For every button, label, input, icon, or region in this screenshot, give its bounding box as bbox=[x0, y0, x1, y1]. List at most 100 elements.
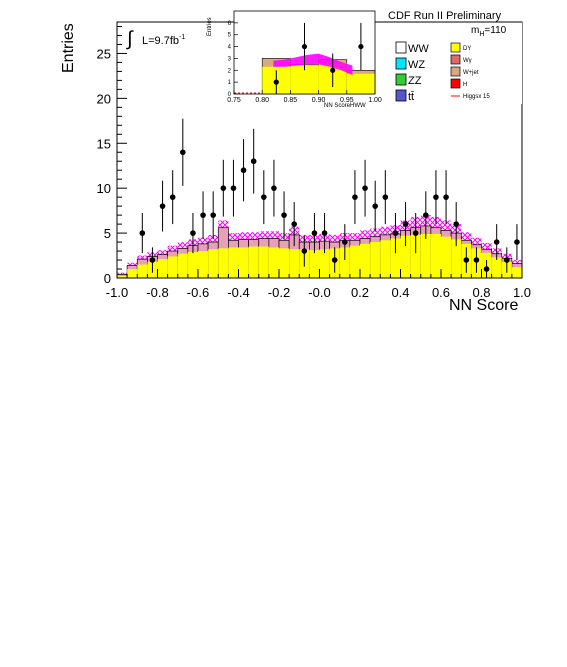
dy-bar bbox=[441, 236, 452, 278]
legend-label: H bbox=[463, 82, 467, 88]
inset-data-point bbox=[330, 67, 336, 73]
legend-swatch bbox=[395, 57, 407, 70]
x-axis-label: NN Score bbox=[449, 297, 518, 314]
main-plot: -1.0 -0.8 -0.6 -0.4 -0.2 -0.0 0.2 0.4 0.6 0.8 1.00… bbox=[97, 21, 531, 300]
inset-y-tick-label: 5 bbox=[228, 33, 232, 39]
data-point bbox=[210, 212, 216, 218]
legend-label: W+jet bbox=[463, 70, 479, 76]
dy-bar bbox=[491, 257, 502, 278]
data-point bbox=[463, 257, 470, 263]
dy-bar bbox=[208, 249, 219, 278]
x-tick-label: -0.6 bbox=[187, 285, 209, 300]
inset-dy-bar bbox=[346, 73, 375, 94]
legend-swatch bbox=[450, 66, 461, 77]
data-point bbox=[200, 212, 206, 218]
data-point bbox=[331, 257, 338, 263]
inset-y-tick-label: 6 bbox=[228, 21, 232, 27]
dy-bar bbox=[177, 253, 188, 278]
dy-bar bbox=[228, 247, 239, 278]
dy-bar bbox=[238, 247, 249, 278]
data-point bbox=[291, 221, 297, 227]
data-point bbox=[250, 158, 257, 165]
y-tick-label: 25 bbox=[97, 46, 111, 61]
inset-x-tick-label: 1.00 bbox=[368, 97, 382, 104]
mass-label: mH=110 bbox=[471, 25, 507, 38]
lumi-label: L=9.7fb-1 bbox=[142, 34, 185, 47]
dy-bar bbox=[380, 240, 391, 278]
legend-label: tt̄ bbox=[408, 91, 414, 103]
data-point bbox=[230, 185, 237, 191]
dy-bar bbox=[410, 234, 421, 278]
dy-bar bbox=[117, 276, 128, 278]
legend-swatch bbox=[450, 54, 461, 65]
legend-swatch bbox=[450, 42, 461, 53]
chart-header: CDF Run II Preliminary bbox=[388, 10, 502, 22]
dy-bar bbox=[218, 248, 229, 278]
dy-bar bbox=[157, 259, 168, 278]
data-point bbox=[372, 203, 378, 209]
legend-label: Wγ bbox=[463, 58, 472, 64]
legend-swatch bbox=[395, 73, 407, 86]
data-point bbox=[342, 239, 348, 245]
inset-y-axis-label: Entries bbox=[207, 17, 213, 36]
legend-label: ZZ bbox=[408, 75, 422, 87]
dy-bar bbox=[370, 242, 381, 278]
x-tick-label: 0.4 bbox=[391, 285, 409, 300]
x-tick-label: 0.6 bbox=[432, 285, 450, 300]
data-point bbox=[504, 257, 510, 263]
inset-data-point bbox=[358, 43, 364, 50]
data-point bbox=[180, 149, 186, 156]
dy-bar bbox=[451, 239, 462, 278]
dy-bar bbox=[258, 246, 269, 278]
y-axis-label: Entries bbox=[60, 23, 77, 73]
data-point bbox=[453, 221, 459, 227]
data-point bbox=[362, 185, 368, 191]
inset-x-tick-label: 0.85 bbox=[284, 97, 298, 104]
inset-data-point bbox=[301, 43, 308, 50]
dy-bar bbox=[198, 251, 209, 278]
y-tick-label: 0 bbox=[104, 271, 111, 286]
data-point bbox=[301, 248, 308, 254]
data-point bbox=[514, 239, 520, 245]
dy-bar bbox=[167, 256, 178, 278]
data-point bbox=[220, 185, 227, 191]
inset-y-tick-label: 0 bbox=[228, 92, 232, 98]
data-point bbox=[483, 266, 490, 272]
data-point bbox=[423, 212, 429, 218]
legend: WW WZ ZZ tt̄ DY Wγ W+jet H Higgsx 15 bbox=[389, 21, 522, 104]
legend-label: WW bbox=[408, 43, 429, 55]
legend-swatch bbox=[450, 78, 461, 89]
inset-data-point bbox=[273, 79, 279, 85]
data-point bbox=[139, 230, 146, 236]
legend-label: DY bbox=[463, 46, 471, 52]
y-tick-label: 10 bbox=[97, 181, 111, 196]
legend-label: Higgsx 15 bbox=[463, 94, 490, 100]
data-point bbox=[392, 230, 399, 236]
data-point bbox=[493, 239, 500, 245]
data-point bbox=[271, 185, 277, 191]
x-tick-label: -0.2 bbox=[268, 285, 290, 300]
legend-label: WZ bbox=[408, 59, 425, 71]
data-point bbox=[149, 257, 156, 263]
data-point bbox=[433, 194, 439, 200]
inset-y-tick-label: 3 bbox=[228, 56, 232, 62]
inset-y-tick-label: 1 bbox=[228, 80, 232, 86]
x-tick-label: -0.0 bbox=[308, 285, 330, 300]
inset-y-tick-label: 4 bbox=[228, 45, 232, 51]
inset-x-axis-label: NN ScoreHWW bbox=[324, 103, 366, 109]
dy-bar bbox=[309, 250, 320, 278]
dy-bar bbox=[511, 267, 522, 278]
data-point bbox=[281, 212, 287, 218]
dy-bar bbox=[319, 249, 330, 278]
data-point bbox=[261, 194, 267, 200]
data-point bbox=[190, 230, 196, 236]
x-tick-label: -0.8 bbox=[146, 285, 168, 300]
data-point bbox=[240, 167, 247, 174]
data-point bbox=[311, 230, 318, 236]
data-point bbox=[352, 194, 358, 200]
dy-bar bbox=[360, 243, 371, 278]
dy-bar bbox=[187, 251, 198, 278]
data-point bbox=[412, 230, 419, 236]
y-tick-label: 15 bbox=[97, 136, 111, 151]
